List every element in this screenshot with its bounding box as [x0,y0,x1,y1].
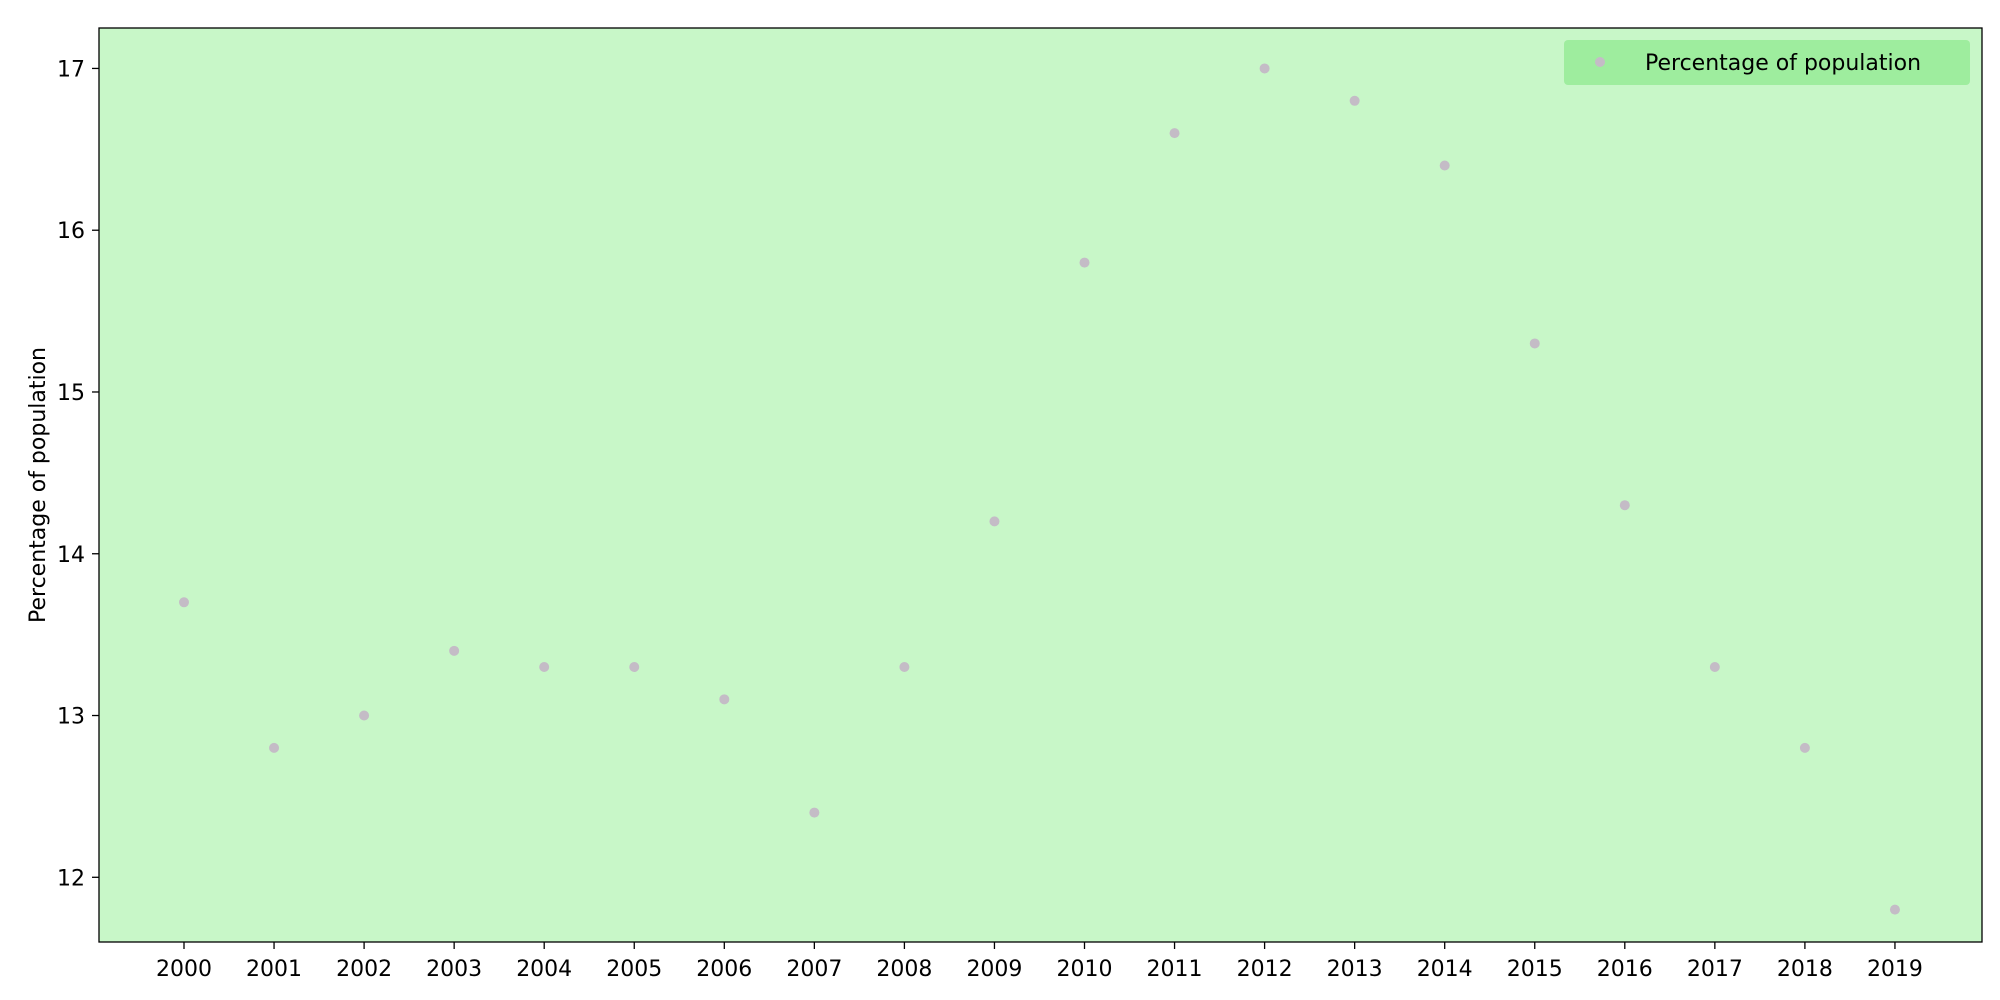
y-axis: 12 13 14 15 16 17 [57,57,99,891]
x-tick-label: 2012 [1237,957,1293,982]
data-point [1709,661,1720,672]
x-tick-label: 2015 [1507,957,1563,982]
x-tick-label: 2003 [426,957,482,982]
data-point [899,661,910,672]
x-tick-label: 2006 [696,957,752,982]
data-point [1349,95,1360,106]
data-point [1799,742,1810,753]
data-point [989,516,1000,527]
data-point [269,742,280,753]
plot-area [98,27,1983,943]
data-point [1169,128,1180,139]
legend-box [1564,40,1970,85]
y-tick-label: 16 [57,219,85,244]
x-tick-label: 2011 [1147,957,1203,982]
y-tick-label: 12 [57,866,85,891]
x-axis: 2000 2001 2002 2003 2004 2005 2006 2007 2008 2009… [156,942,1923,982]
x-tick-label: 2004 [516,957,572,982]
x-tick-label: 2014 [1417,957,1473,982]
legend: Percentage of population [1564,40,1970,85]
legend-marker-icon [1595,57,1605,67]
x-tick-label: 2008 [876,957,932,982]
x-tick-label: 2010 [1057,957,1113,982]
x-tick-label: 2000 [156,957,212,982]
y-axis-label: Percentage of population [26,347,51,623]
data-point [719,694,730,705]
x-tick-label: 2001 [246,957,302,982]
x-tick-label: 2013 [1327,957,1383,982]
x-tick-label: 2009 [966,957,1022,982]
x-tick-label: 2019 [1867,957,1923,982]
data-point [359,710,370,721]
data-point [629,661,640,672]
legend-entry: Percentage of population [1645,51,1921,76]
x-tick-label: 2007 [786,957,842,982]
x-tick-label: 2017 [1687,957,1743,982]
data-point [1439,160,1450,171]
data-point [1619,500,1630,511]
data-point [1079,257,1090,268]
data-point [539,661,550,672]
y-tick-label: 15 [57,381,85,406]
data-point [1529,338,1540,349]
x-tick-label: 2016 [1597,957,1653,982]
x-tick-label: 2002 [336,957,392,982]
x-tick-label: 2005 [606,957,662,982]
y-tick-label: 14 [57,543,85,568]
data-point [179,597,189,608]
data-point [1259,63,1270,74]
data-point [809,807,820,818]
y-tick-label: 13 [57,705,85,730]
data-point [449,645,460,656]
data-points [179,63,1900,915]
x-tick-label: 2018 [1777,957,1833,982]
data-point [1889,904,1900,915]
y-tick-label: 17 [57,57,85,82]
